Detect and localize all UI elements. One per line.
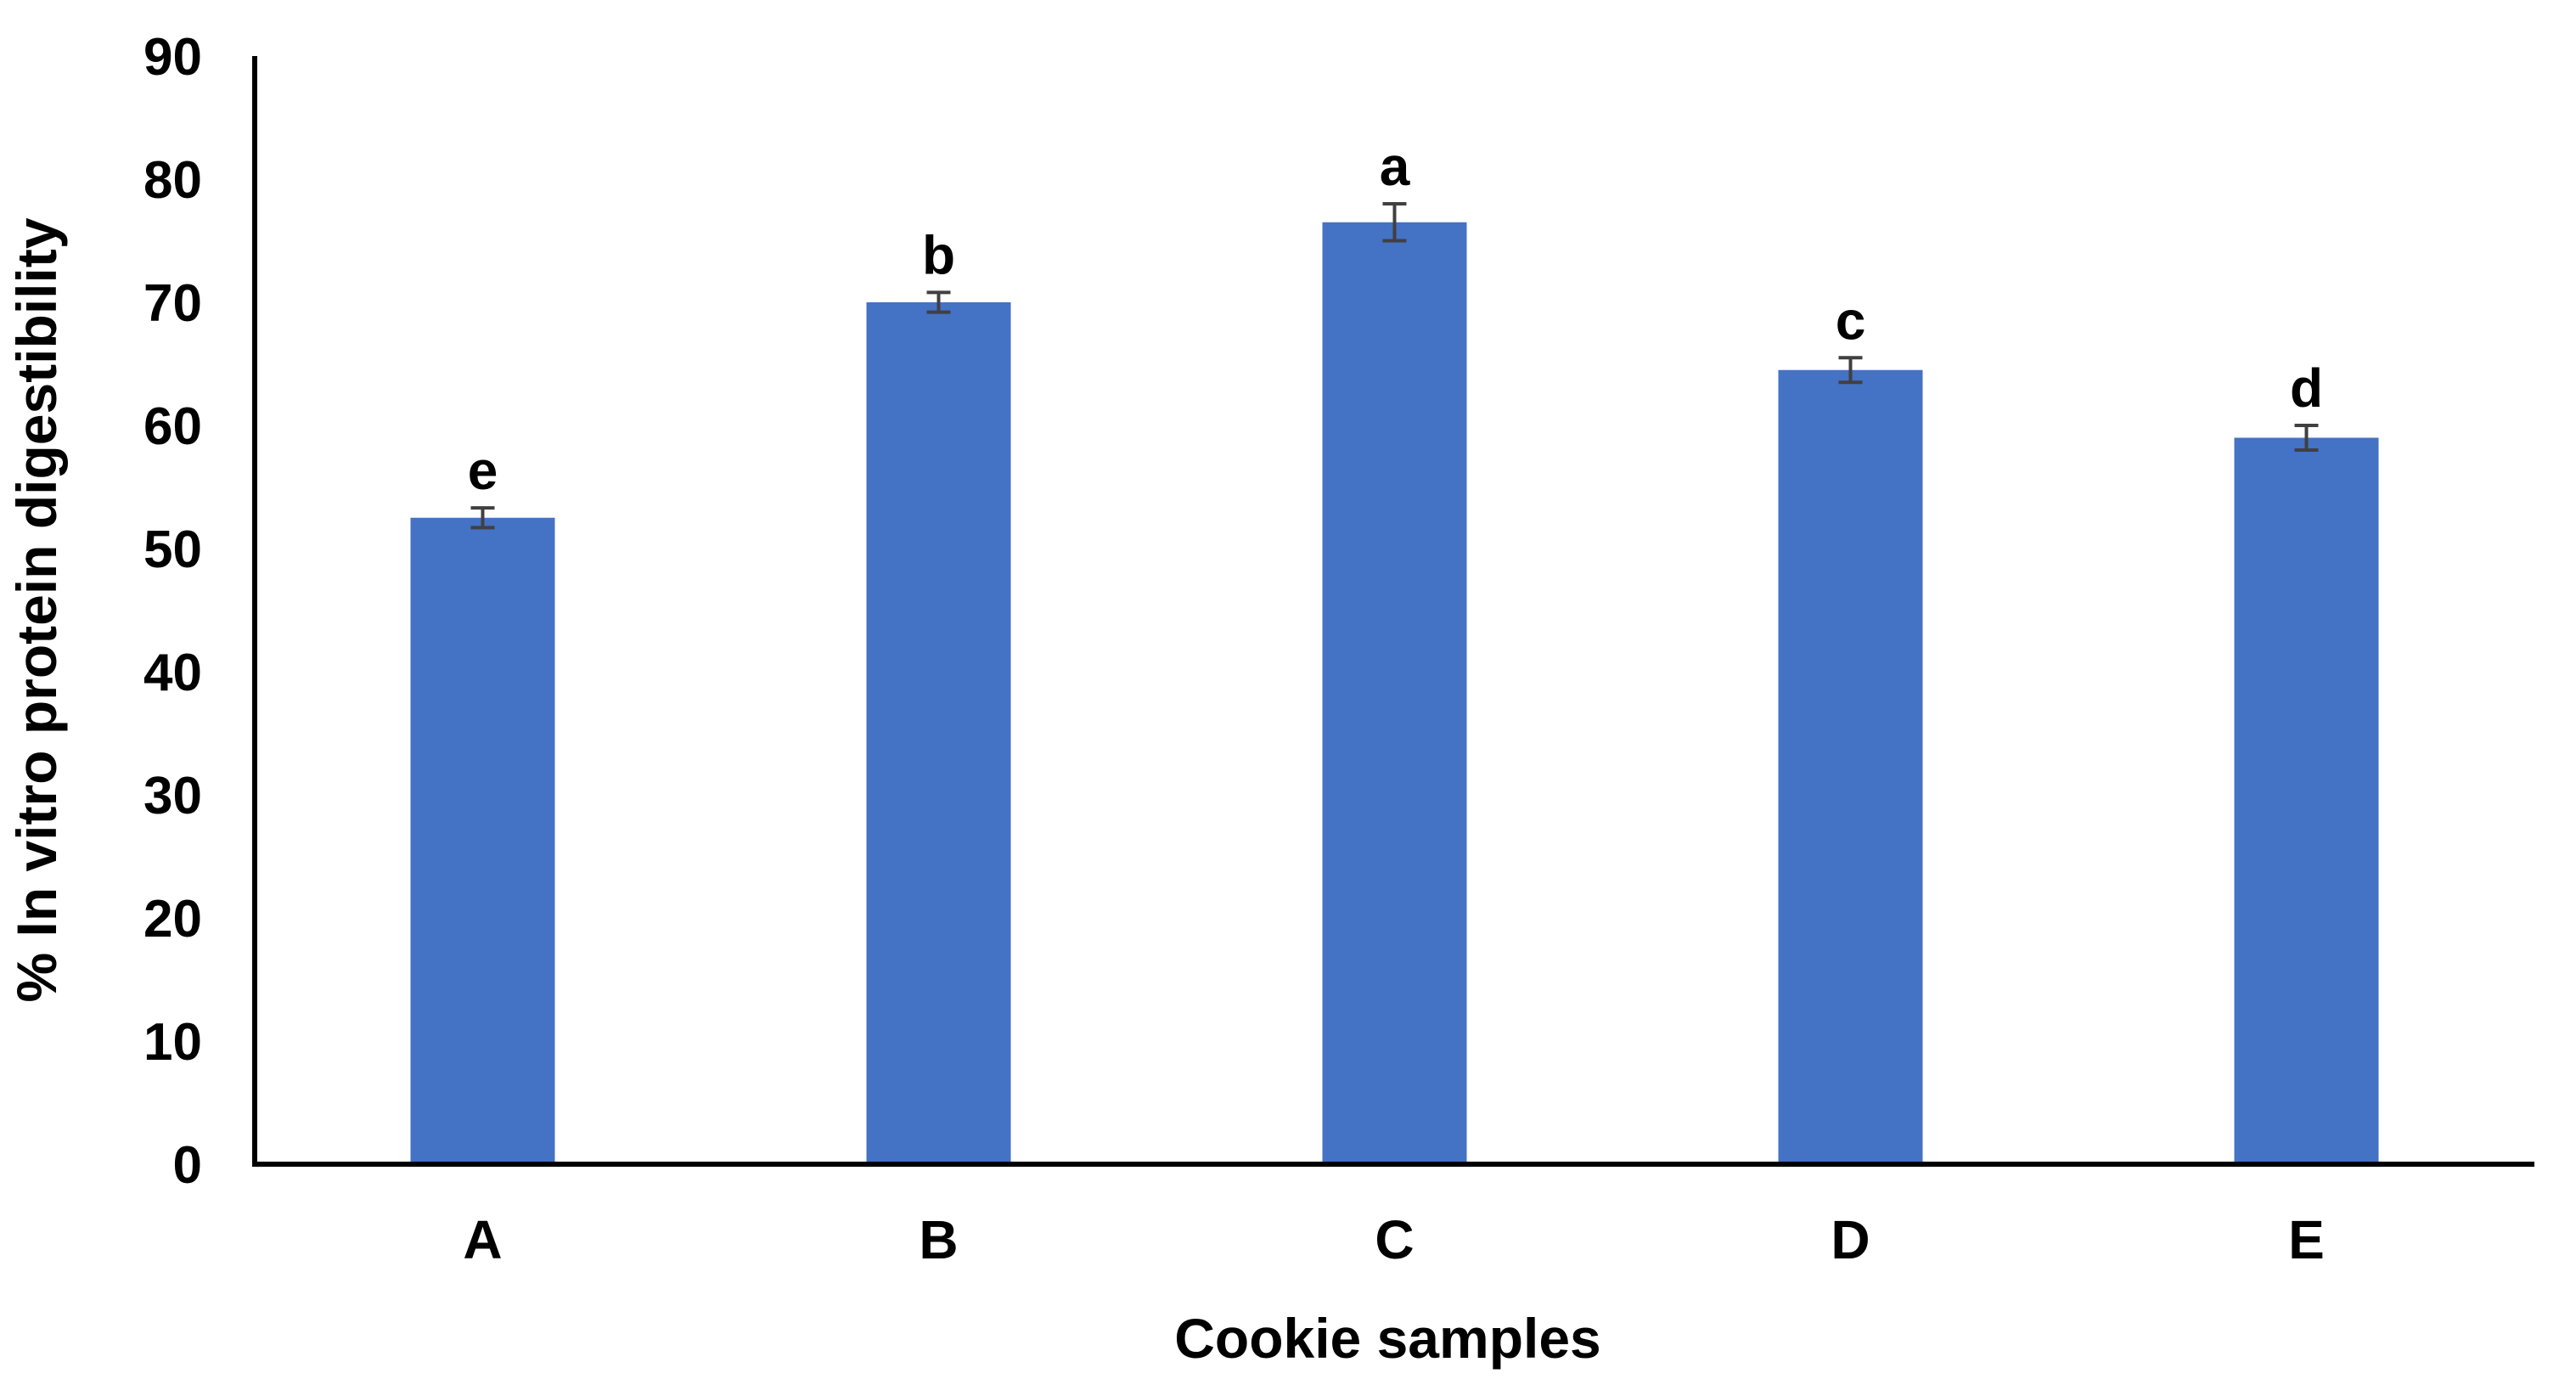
error-bar-b — [926, 290, 951, 314]
y-tick-label: 30 — [143, 767, 202, 825]
significance-letter-a: e — [468, 440, 498, 501]
category-label-c: C — [1375, 1209, 1414, 1270]
significance-letter-b: b — [922, 224, 955, 285]
y-tick-label: 50 — [143, 521, 202, 579]
significance-letter-c: a — [1380, 136, 1410, 197]
category-label-b: B — [919, 1209, 958, 1270]
error-bar-c — [1382, 202, 1407, 243]
y-tick-label: 90 — [143, 28, 202, 87]
significance-letter-d: c — [1836, 290, 1866, 351]
y-tick-label: 20 — [143, 890, 202, 948]
y-tick-label: 70 — [143, 274, 202, 333]
significance-letter-e: d — [2290, 357, 2323, 419]
y-axis-ticks: 0 10 20 30 40 50 60 70 80 90 — [143, 28, 202, 1195]
bar-a — [410, 517, 555, 1164]
error-bar-e — [2294, 424, 2319, 452]
y-tick-label: 10 — [143, 1013, 202, 1072]
error-bars — [470, 202, 2319, 530]
error-bar-d — [1838, 356, 1863, 385]
y-tick-label: 80 — [143, 151, 202, 210]
y-tick-label: 0 — [173, 1136, 202, 1195]
bar-d — [1778, 369, 1923, 1164]
bars — [410, 222, 2379, 1164]
significance-letters: e b a c d — [468, 136, 2323, 501]
category-label-a: A — [463, 1209, 502, 1270]
x-axis-categories: A B C D E — [463, 1209, 2324, 1270]
bar-e — [2234, 437, 2379, 1164]
y-axis-title: % In vitro protein digestibility — [5, 217, 68, 1002]
category-label-d: D — [1831, 1209, 1870, 1270]
x-axis-title: Cookie samples — [1174, 1307, 1601, 1370]
y-tick-label: 60 — [143, 397, 202, 456]
error-bar-a — [470, 506, 495, 530]
y-tick-label: 40 — [143, 644, 202, 702]
category-label-e: E — [2288, 1209, 2325, 1270]
bar-b — [866, 302, 1011, 1164]
bar-c — [1322, 222, 1467, 1164]
